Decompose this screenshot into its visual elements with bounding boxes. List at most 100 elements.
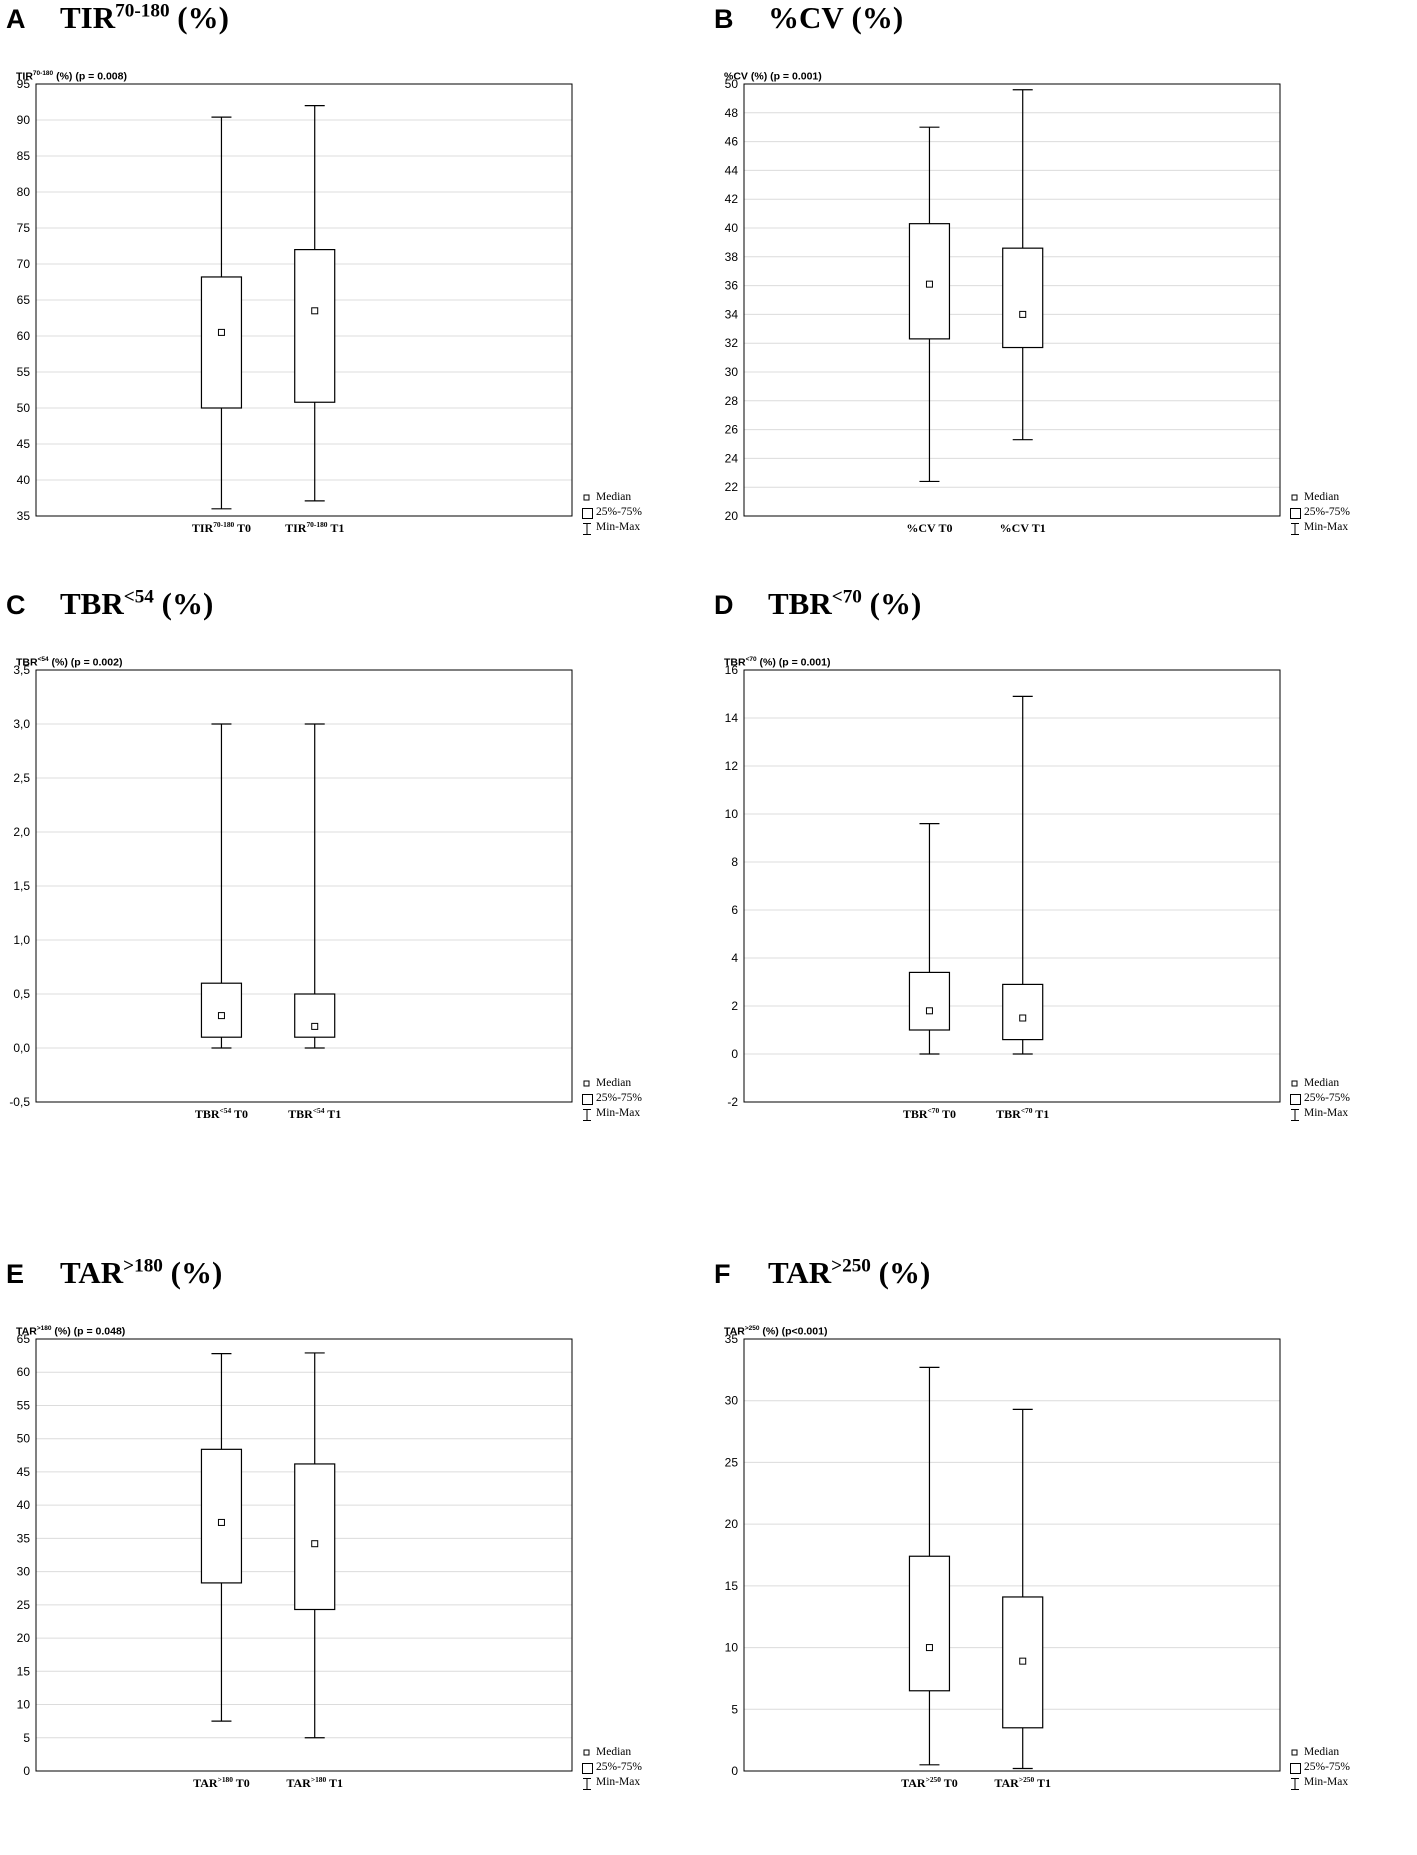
title-sup: 70-180 [115,0,170,22]
y-tick-label: 60 [17,329,31,343]
y-tick-label: 70 [17,257,31,271]
legend: Median 25%-75% Min-Max [582,1076,642,1121]
title-main: TAR [60,1255,124,1290]
panel-letter: B [714,4,734,34]
x-tick-main: TAR [286,1776,311,1790]
y-tick-label: 15 [725,1579,739,1593]
box-group [294,723,336,1049]
x-tick-main: TAR [901,1776,926,1790]
median-marker [311,307,319,315]
y-tick-label: 2,5 [13,771,30,785]
whisker-symbol-icon [1291,1109,1299,1121]
y-tick-label: 0 [731,1764,738,1778]
y-tick-label: 35 [725,1332,739,1346]
median-marker [1019,1657,1027,1665]
y-tick-label: 3,5 [13,663,30,677]
y-tick-label: 25 [725,1455,739,1469]
x-tick-sup: >180 [310,1775,327,1784]
x-tick-tail: T0 [935,521,953,535]
panel-letter: E [6,1259,25,1289]
y-tick-label: 65 [17,293,31,307]
median-marker-icon [583,1080,590,1087]
x-tick-main: TIR [191,521,214,535]
legend-minmax: Min-Max [582,1106,642,1121]
y-tick-label: 10 [725,807,739,821]
box-group [200,1353,243,1722]
x-tick-tail: T1 [1034,1776,1052,1790]
iqr-box [294,1463,336,1611]
panel-letter: D [714,590,734,620]
title-sup: >250 [831,1255,871,1277]
x-tick-label: TAR>180 T0 [193,1775,250,1791]
y-tick-label: 35 [17,1531,31,1545]
subtitle-sup: >180 [36,1325,52,1332]
plot-subtitle: TAR>250 (%) (p<0.001) [724,1325,827,1338]
box-group [908,823,951,1055]
subtitle-tail: (%) (p = 0.002) [48,656,123,669]
legend: Median 25%-75% Min-Max [1290,1745,1350,1790]
y-tick-label: 25 [17,1598,31,1612]
legend-iqr: 25%-75% [582,505,642,520]
title-tail: (%) [861,586,922,621]
plot-frame [35,83,573,517]
median-marker [1019,1014,1027,1022]
y-tick-label: 8 [731,855,738,869]
box-group [200,116,243,510]
iqr-box [200,1448,243,1584]
y-tick-label: 65 [17,1332,31,1346]
median-marker-icon [1291,1080,1298,1087]
y-tick-label: 12 [725,759,739,773]
subtitle-main: TAR [724,1325,745,1338]
y-tick-label: 0,0 [13,1041,30,1055]
subtitle-main: TIR [16,70,33,83]
plot-frame [743,83,1281,517]
median-marker-icon [583,1749,590,1756]
y-tick-label: 20 [725,1517,739,1531]
legend-label: 25%-75% [1304,506,1350,518]
panel-f: F TAR>250 (%) TAR>250 (%) (p<0.001) 0 5 10… [708,1255,1398,1855]
legend-label: Median [1304,1077,1340,1089]
median-marker [925,280,933,288]
y-tick-label: 35 [17,509,31,523]
title-sup: >180 [123,1255,163,1277]
subtitle-sup: 70-180 [32,70,54,77]
legend-label: Min-Max [1304,521,1349,533]
box-symbol-icon [1290,1094,1301,1105]
x-tick-sup: 70-180 [213,520,235,529]
y-tick-label: 40 [17,473,31,487]
y-tick-label: 16 [725,663,739,677]
legend-label: Median [1304,1746,1340,1758]
median-marker [217,328,225,336]
y-tick-label: 2 [731,999,738,1013]
y-tick-label: 75 [17,221,31,235]
plot-subtitle: TIR70-180 (%) (p = 0.008) [16,70,127,83]
legend-label: 25%-75% [596,1092,642,1104]
title-main: TBR [60,586,124,621]
legend-label: Median [1304,491,1340,503]
median-marker-icon [1291,1749,1298,1756]
y-tick-label: 30 [17,1565,31,1579]
box-plot: 35 40 45 50 55 60 65 70 75 80 85 90 95 [17,77,573,523]
legend-median: Median [1290,1076,1350,1091]
box-group [1002,1408,1044,1770]
box-plot: 0 5 10 15 20 25 30 35 40 45 50 55 60 65 [17,1332,573,1778]
legend-minmax: Min-Max [1290,520,1350,535]
y-tick-label: 0 [23,1764,30,1778]
x-tick-tail: T1 [326,1776,344,1790]
x-tick-label: TAR>250 T0 [901,1775,958,1791]
legend-label: 25%-75% [596,1761,642,1773]
iqr-box [200,276,243,409]
x-tick-sup: <70 [927,1106,940,1115]
y-tick-label: 45 [17,437,31,451]
y-tick-label: 28 [725,394,739,408]
plot-subtitle: TBR<70 (%) (p = 0.001) [724,656,830,669]
subtitle-main: TBR [724,656,746,669]
title-main: %CV [768,0,844,35]
box-group [908,126,951,483]
whisker-symbol-icon [583,1778,591,1790]
panel-d: D TBR<70 (%) TBR<70 (%) (p = 0.001) -2 0 2… [708,586,1398,1186]
subtitle-sup: <70 [745,656,757,663]
y-tick-label: 50 [725,77,739,91]
legend-median: Median [1290,1745,1350,1760]
